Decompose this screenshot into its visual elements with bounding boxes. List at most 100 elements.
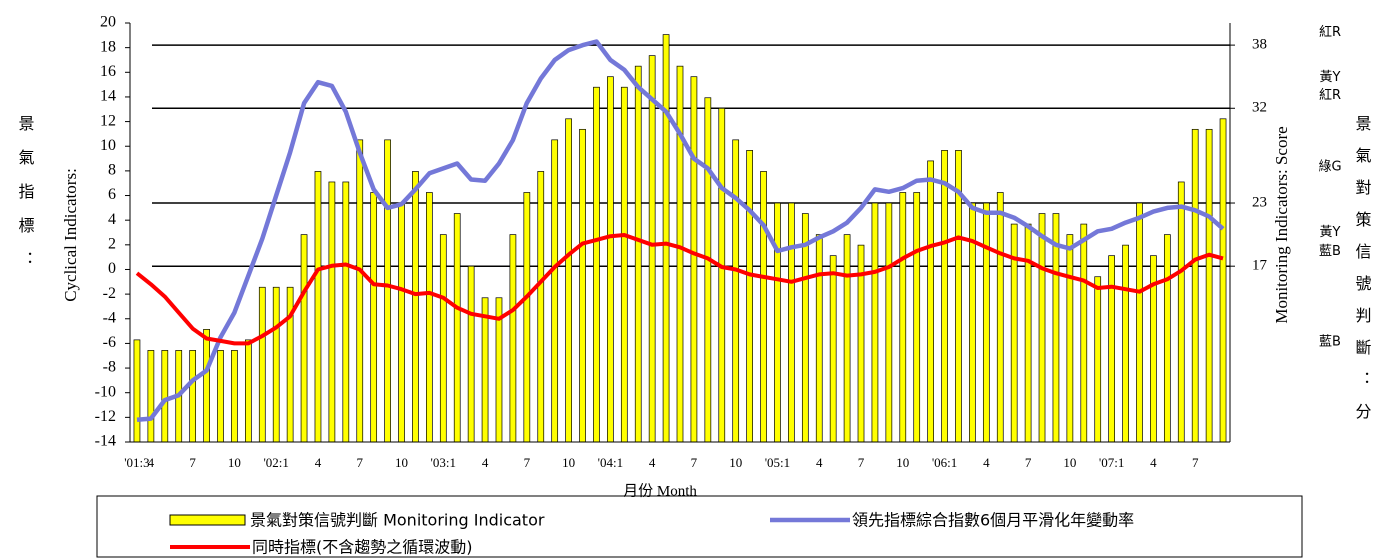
bar — [885, 202, 893, 443]
x-tick-label: 4 — [649, 455, 656, 470]
x-tick-label: '02:1 — [263, 455, 288, 470]
legend-label: 同時指標(不含趨勢之循環波動) — [252, 538, 473, 557]
bar — [453, 213, 461, 443]
y-tick-label: -12 — [95, 408, 116, 425]
bar — [217, 350, 224, 443]
y-tick-label: -6 — [103, 334, 116, 351]
bar — [1066, 234, 1074, 443]
x-tick-label: 7 — [858, 455, 865, 470]
x-tick-label: '05:1 — [765, 455, 790, 470]
y-tick-label: 4 — [108, 211, 116, 228]
bar — [1052, 213, 1060, 443]
y2-axis-label: Monitoring Indicators: Score — [1272, 126, 1291, 323]
bar — [648, 55, 656, 443]
x-tick-label: '03:1 — [431, 455, 456, 470]
signal-label: 黃Y — [1320, 225, 1341, 240]
x-tick-label: 4 — [482, 455, 489, 470]
bar — [662, 34, 670, 443]
bar — [328, 181, 336, 443]
y-tick-label: 10 — [100, 137, 116, 154]
bar — [272, 286, 280, 443]
bar — [551, 139, 559, 443]
x-tick-label: '04:1 — [598, 455, 623, 470]
bar — [314, 171, 322, 443]
bar — [245, 339, 252, 443]
bar — [899, 192, 907, 443]
y-tick-label: -4 — [103, 309, 116, 326]
bar — [467, 265, 475, 443]
y-tick-label: 12 — [100, 112, 116, 129]
y2-tick-label: 17 — [1252, 258, 1268, 274]
x-tick-label: 7 — [189, 455, 196, 470]
x-tick-label: 4 — [1150, 455, 1157, 470]
line — [136, 39, 1225, 423]
y2-tick-label: 38 — [1252, 37, 1267, 53]
y2-axis-label-cn: 景氣對策信號判斷：分 — [1353, 115, 1372, 435]
bar — [1177, 181, 1185, 443]
bar — [634, 65, 642, 443]
x-tick-label: 10 — [228, 455, 241, 470]
bar — [704, 97, 712, 443]
bar — [439, 234, 447, 443]
bar — [189, 350, 197, 443]
bar — [342, 181, 350, 443]
bar — [1108, 255, 1115, 443]
bar — [913, 192, 921, 443]
legend-label: 領先指標綜合指數6個月平滑化年變動率 — [852, 511, 1134, 530]
bar — [1163, 234, 1171, 443]
bar — [1038, 213, 1046, 443]
y2-tick-label: 32 — [1252, 100, 1267, 116]
x-tick-label: 4 — [816, 455, 823, 470]
bar — [607, 76, 614, 443]
x-tick-label: '01:3 — [124, 455, 149, 470]
x-tick-label: 10 — [729, 455, 742, 470]
bar — [788, 202, 795, 443]
y-tick-label: -8 — [103, 359, 116, 376]
signal-label: 藍B — [1319, 334, 1341, 349]
y-tick-label: -14 — [95, 433, 116, 450]
bar — [690, 76, 698, 443]
y-tick-label: 20 — [100, 14, 116, 31]
bar — [1024, 223, 1032, 443]
x-tick-label: 10 — [896, 455, 909, 470]
bar — [147, 350, 155, 443]
bar — [1136, 202, 1143, 443]
bar — [356, 139, 364, 443]
x-tick-label: 7 — [356, 455, 363, 470]
bar — [774, 202, 781, 443]
signal-label: 藍B — [1319, 244, 1341, 259]
signal-label: 綠G — [1318, 160, 1341, 175]
x-tick-label: 10 — [562, 455, 575, 470]
bar — [509, 234, 517, 443]
bar — [941, 150, 948, 443]
x-tick-label: '06:1 — [932, 455, 957, 470]
bar — [412, 171, 419, 443]
x-tick-label: 4 — [983, 455, 990, 470]
y-tick-label: 6 — [108, 186, 116, 203]
legend-swatch — [169, 514, 246, 526]
bar — [161, 350, 169, 443]
bar — [481, 297, 489, 443]
y2-tick-label: 23 — [1252, 194, 1267, 210]
bar — [537, 171, 545, 443]
y-tick-label: 2 — [108, 235, 116, 252]
bar — [1080, 223, 1088, 443]
bar — [1094, 276, 1102, 443]
y-tick-label: 18 — [100, 38, 116, 55]
bar — [300, 234, 308, 443]
x-axis-label: 月份 Month — [623, 482, 697, 499]
legend-box — [96, 495, 1303, 558]
bar — [426, 192, 433, 443]
bar — [523, 192, 531, 443]
y-axis-label: Cyclical Indicators: — [61, 168, 80, 302]
bar — [565, 118, 572, 443]
bar — [231, 350, 238, 443]
bar — [579, 128, 586, 443]
bar — [801, 213, 809, 443]
bar — [760, 171, 767, 443]
bar — [829, 255, 837, 443]
bar — [996, 192, 1004, 443]
bar — [871, 202, 879, 443]
bar — [982, 202, 990, 443]
x-tick-label: 4 — [315, 455, 322, 470]
